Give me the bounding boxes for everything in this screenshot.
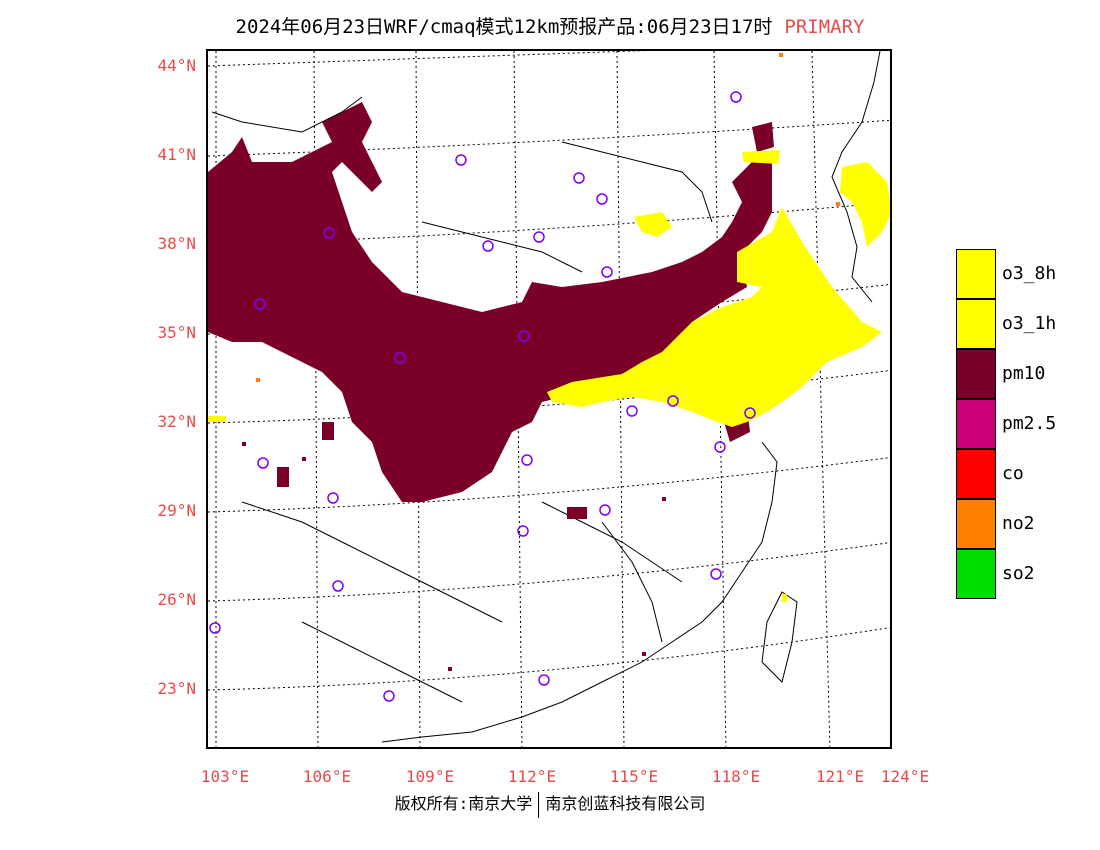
legend-label: o3_1h	[1002, 313, 1057, 334]
lon-label-109: 109°E	[405, 767, 455, 786]
lat-label-32: 32°N	[157, 412, 196, 431]
o3-region-north	[840, 162, 890, 247]
lat-label-41: 41°N	[157, 145, 196, 164]
lat-label-35: 35°N	[157, 323, 196, 342]
o3-region-liaoning	[742, 150, 780, 164]
legend-swatch	[956, 249, 996, 299]
map-panel	[206, 49, 892, 749]
legend-swatch	[956, 349, 996, 399]
lon-label-103: 103°E	[200, 767, 250, 786]
footer-separator	[538, 791, 540, 818]
legend-swatch	[956, 549, 996, 599]
legend-label: so2	[1002, 563, 1035, 584]
title-text: 2024年06月23日WRF/cmaq模式12km预报产品:06月23日17时	[235, 16, 773, 38]
lat-label-29: 29°N	[157, 501, 196, 520]
pm10-patch-north	[752, 122, 774, 152]
boundaries	[211, 51, 881, 743]
legend-swatch	[956, 299, 996, 349]
scattered-no2-cells	[256, 53, 840, 382]
legend-label: pm2.5	[1002, 413, 1057, 434]
lon-label-121: 121°E	[815, 767, 865, 786]
o3-region-bohai	[634, 212, 672, 237]
scattered-o3-cells	[208, 416, 787, 602]
copyright-left: 版权所有:南京大学	[394, 794, 533, 813]
primary-label: PRIMARY	[784, 16, 865, 38]
o3-region-main	[547, 207, 882, 427]
copyright-footer: 版权所有:南京大学 南京创蓝科技有限公司	[0, 790, 1100, 818]
legend-label: o3_8h	[1002, 263, 1057, 284]
lon-label-112: 112°E	[507, 767, 557, 786]
scattered-pm10-cells	[242, 422, 666, 671]
legend-label: pm10	[1002, 363, 1046, 384]
legend-label: no2	[1002, 513, 1035, 534]
lat-label-44: 44°N	[157, 56, 196, 75]
lat-label-26: 26°N	[157, 590, 196, 609]
lat-label-23: 23°N	[157, 679, 196, 698]
legend-swatch	[956, 399, 996, 449]
legend-swatch	[956, 499, 996, 549]
lon-label-124: 124°E	[880, 767, 930, 786]
lon-label-118: 118°E	[711, 767, 761, 786]
map-title: 2024年06月23日WRF/cmaq模式12km预报产品:06月23日17时 P…	[0, 12, 1100, 39]
copyright-right: 南京创蓝科技有限公司	[545, 794, 706, 813]
lon-label-106: 106°E	[302, 767, 352, 786]
lat-label-38: 38°N	[157, 234, 196, 253]
legend-label: co	[1002, 463, 1024, 484]
pollutant-map	[208, 51, 890, 747]
legend-swatch	[956, 449, 996, 499]
lon-label-115: 115°E	[609, 767, 659, 786]
city-markers	[209, 91, 756, 702]
pm10-region	[208, 102, 772, 502]
